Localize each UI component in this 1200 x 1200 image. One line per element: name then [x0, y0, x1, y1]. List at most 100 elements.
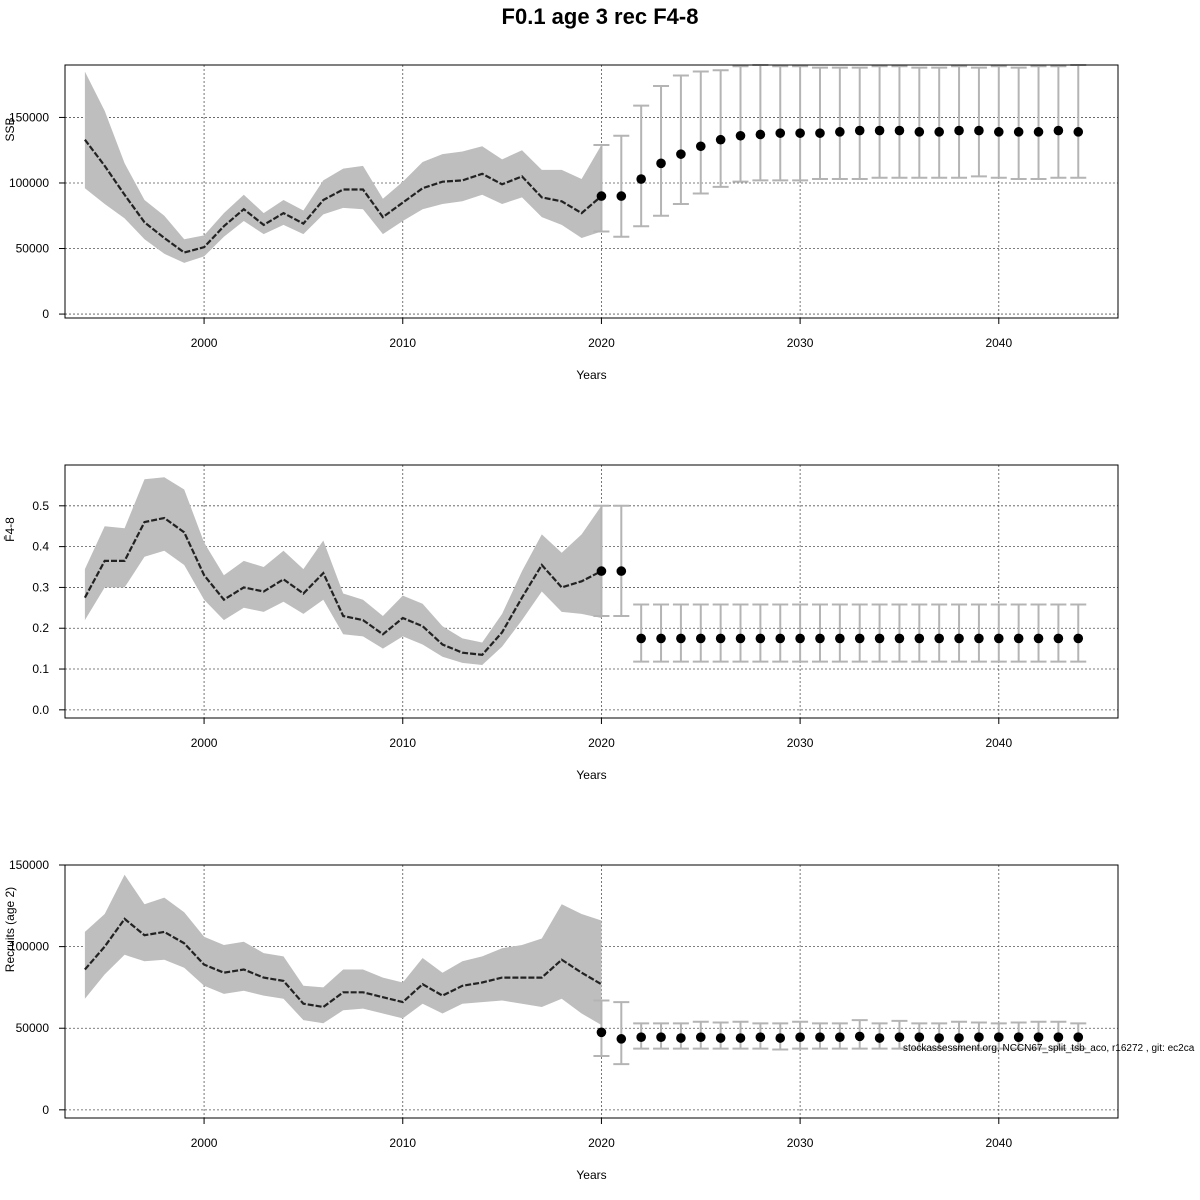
- forecast-errorbar: [653, 603, 670, 663]
- forecast-point: [596, 191, 607, 201]
- forecast-errorbar: [633, 603, 650, 663]
- forecast-errorbar: [672, 74, 689, 205]
- forecast-point: [974, 633, 984, 644]
- forecast-point: [636, 633, 646, 644]
- forecast-errorbar: [831, 66, 848, 181]
- forecast-point: [755, 633, 766, 644]
- forecast-point: [874, 633, 885, 644]
- forecast-errorbar: [1030, 65, 1047, 181]
- forecast-point: [894, 125, 905, 136]
- confidence-band: [84, 71, 602, 263]
- forecast-point: [934, 1033, 944, 1043]
- y-tick-label: 0.0: [32, 703, 49, 717]
- forecast-point: [795, 128, 805, 138]
- forecast-errorbar: [752, 603, 769, 663]
- forecast-errorbar: [593, 143, 610, 233]
- forecast-point: [894, 1032, 905, 1043]
- x-tick-label: 2000: [191, 336, 218, 350]
- forecast-point: [795, 1032, 805, 1043]
- forecast-errorbar: [911, 66, 928, 179]
- forecast-errorbar: [1030, 603, 1047, 663]
- forecast-errorbar: [851, 603, 868, 663]
- forecast-point: [715, 633, 726, 644]
- forecast-point: [735, 1033, 746, 1043]
- forecast-errorbar: [672, 603, 689, 663]
- forecast-errorbar: [931, 603, 948, 663]
- forecast-point: [775, 128, 786, 138]
- y-tick-label: 50000: [16, 242, 50, 256]
- forecast-point: [755, 129, 766, 140]
- x-tick-label: 2030: [787, 736, 814, 750]
- panel-2: 2000 2010 2020 2030 2040 0.0 0.1 0.2 0.3 0.4 0.5 Ye…: [3, 464, 1119, 782]
- forecast-point: [695, 141, 706, 152]
- forecast-point: [616, 1034, 627, 1044]
- forecast-point: [1073, 127, 1084, 137]
- forecast-point: [954, 633, 964, 644]
- forecast-errorbar: [792, 603, 809, 663]
- forecast-point: [934, 127, 944, 137]
- forecast-point: [715, 1033, 726, 1043]
- forecast-point: [954, 125, 964, 136]
- forecast-errorbar: [732, 603, 749, 663]
- forecast-point: [1053, 125, 1064, 136]
- x-tick-label: 2040: [985, 336, 1012, 350]
- forecast-errorbar: [772, 65, 789, 182]
- forecast-errorbar: [1050, 603, 1067, 663]
- forecast-point: [656, 158, 666, 169]
- y-tick-label: 50000: [16, 1021, 50, 1035]
- x-tick-label: 2020: [588, 1136, 615, 1150]
- forecast-errorbar: [613, 134, 630, 238]
- confidence-band: [84, 477, 602, 665]
- forecast-point: [914, 1032, 925, 1043]
- forecast-errorbar: [1070, 603, 1087, 663]
- forecast-point: [695, 1032, 706, 1043]
- forecast-errorbar: [1010, 66, 1027, 181]
- forecast-point: [715, 134, 726, 145]
- estimate-line: [84, 139, 603, 254]
- forecast-errorbar: [772, 603, 789, 663]
- forecast-point: [1073, 1032, 1084, 1043]
- forecast-errorbar: [990, 65, 1007, 179]
- forecast-errorbar: [593, 504, 610, 617]
- forecast-errorbar: [613, 504, 630, 617]
- forecast-point: [695, 633, 706, 644]
- y-tick-label: 150000: [9, 858, 49, 872]
- forecast-errorbar: [811, 66, 828, 181]
- forecast-point: [914, 633, 925, 644]
- forecast-errorbar: [1010, 603, 1027, 663]
- forecast-point: [596, 566, 607, 576]
- forecast-point: [835, 633, 845, 644]
- forecast-point: [815, 633, 825, 644]
- forecast-point: [636, 174, 646, 184]
- forecast-errorbar: [891, 65, 908, 179]
- forecast-point: [1013, 633, 1024, 644]
- forecast-errorbar: [692, 603, 709, 663]
- x-tick-label: 2010: [389, 1136, 416, 1150]
- forecast-point: [993, 127, 1004, 137]
- forecast-point: [775, 633, 786, 644]
- forecast-point: [1053, 1032, 1064, 1043]
- y-tick-label: 0.5: [32, 499, 49, 513]
- forecast-point: [676, 1033, 686, 1043]
- forecast-point: [1033, 633, 1044, 644]
- forecast-errorbar: [911, 603, 928, 663]
- x-tick-label: 2000: [191, 1136, 218, 1150]
- x-tick-label: 2030: [787, 336, 814, 350]
- x-tick-label: 2000: [191, 736, 218, 750]
- y-tick-label: 0.4: [32, 540, 49, 554]
- plot-frame: [64, 464, 1119, 719]
- forecast-point: [993, 633, 1004, 644]
- forecast-point: [1033, 1032, 1044, 1043]
- forecast-point: [1013, 127, 1024, 137]
- forecast-errorbar: [1050, 65, 1067, 179]
- x-tick-label: 2040: [985, 1136, 1012, 1150]
- forecast-errorbar: [951, 603, 968, 663]
- forecast-errorbar: [831, 603, 848, 663]
- forecast-errorbar: [613, 1001, 630, 1066]
- x-tick-label: 2010: [389, 736, 416, 750]
- forecast-point: [616, 566, 627, 576]
- forecast-point: [954, 1033, 964, 1043]
- forecast-point: [854, 125, 865, 136]
- plot-frame: [64, 64, 1119, 319]
